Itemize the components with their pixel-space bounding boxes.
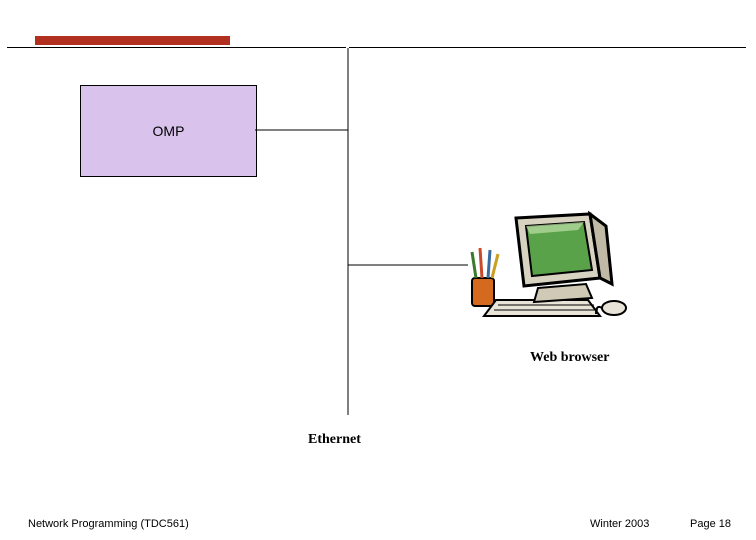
footer-left: Network Programming (TDC561) — [28, 518, 189, 530]
web-browser-label: Web browser — [530, 350, 609, 366]
omp-box: OMP — [80, 85, 257, 177]
omp-label: OMP — [153, 123, 185, 139]
footer-mid: Winter 2003 — [590, 518, 649, 530]
hr-right — [349, 47, 746, 48]
diagram-lines — [0, 0, 756, 540]
footer-right: Page 18 — [690, 518, 731, 530]
computer-icon — [468, 208, 628, 328]
ethernet-label: Ethernet — [308, 432, 361, 448]
hr-left — [7, 47, 346, 48]
accent-bar — [35, 36, 230, 45]
